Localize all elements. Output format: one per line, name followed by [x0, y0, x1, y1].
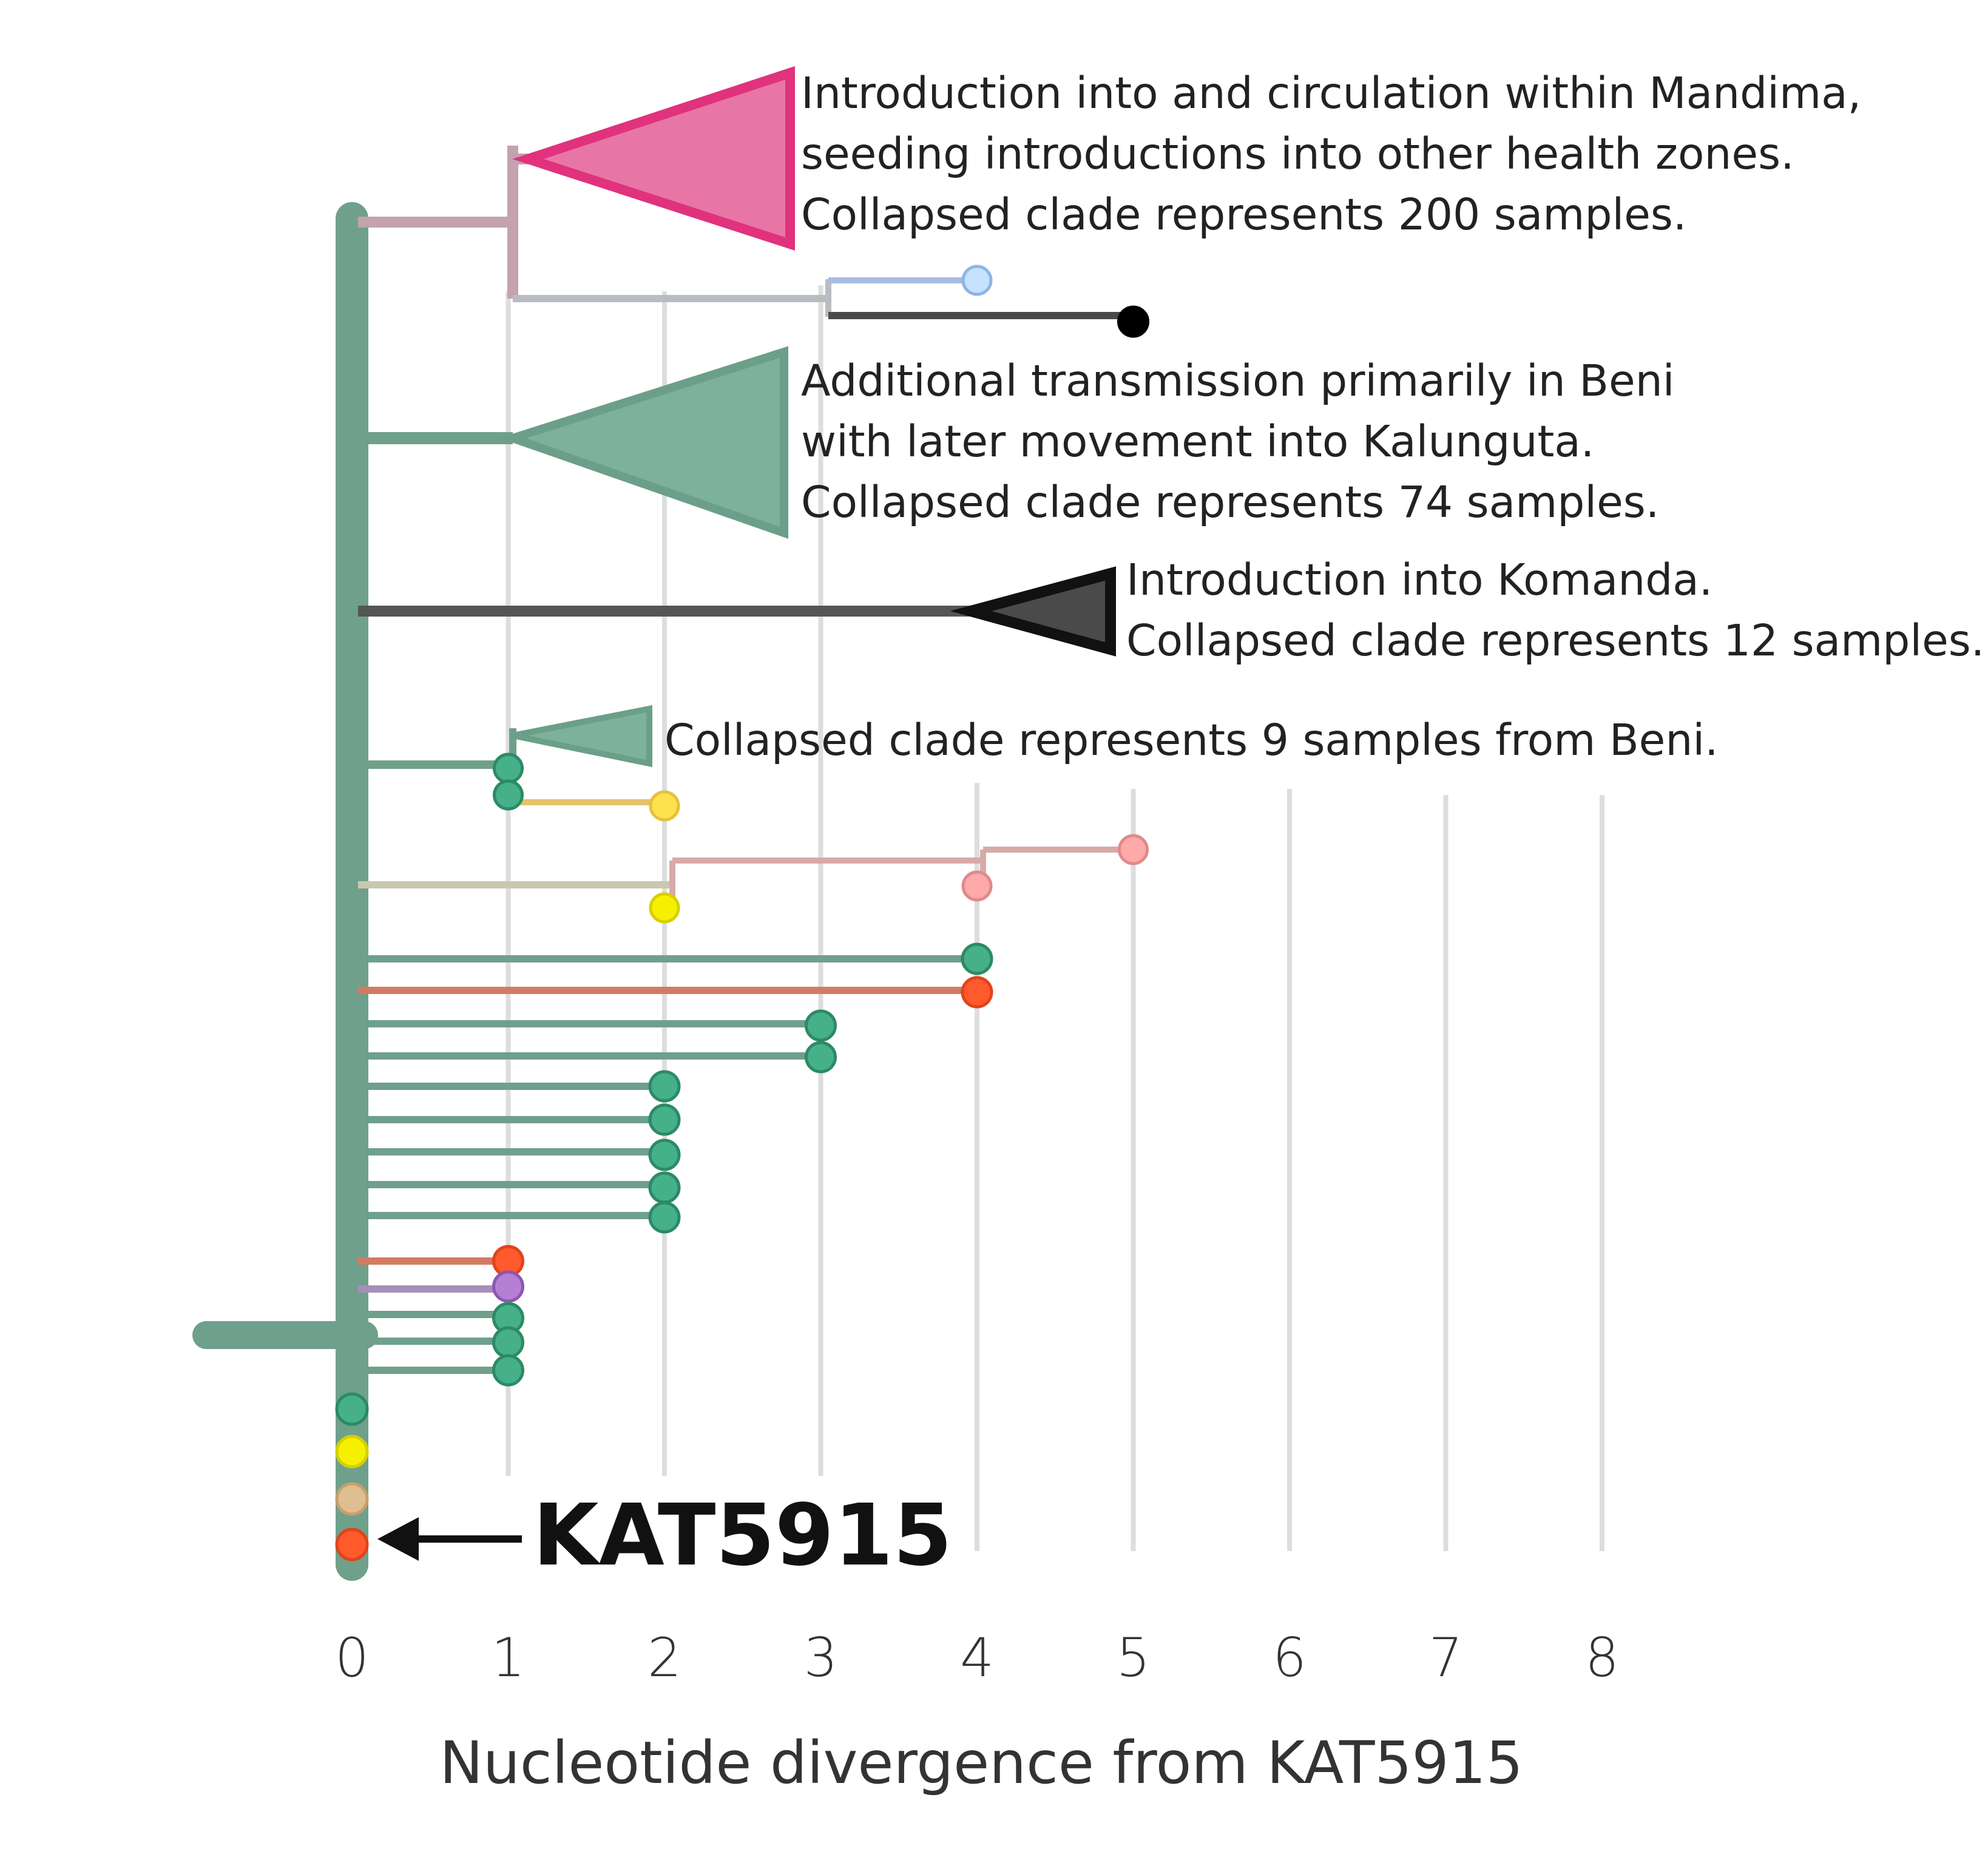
sample-tip	[1118, 834, 1149, 865]
focal-sample-label: KAT5915	[533, 1486, 952, 1585]
x-tick-label-6: 6	[1273, 1626, 1307, 1689]
left-arrow-icon	[377, 1517, 419, 1561]
beni-annotation-line-3: Collapsed clade represents 74 samples.	[801, 477, 1659, 527]
mandima-annotation-line-2: seeding introductions into other health …	[801, 129, 1794, 179]
sample-tip	[648, 1201, 681, 1234]
annotations: Introduction into and circulation within…	[664, 68, 1984, 765]
sample-tip	[492, 1270, 524, 1303]
sample-tip	[648, 1103, 681, 1136]
sample-tip	[492, 1326, 524, 1359]
mandima-clade	[358, 66, 1140, 319]
sample-tip	[961, 870, 993, 902]
sample-tip	[649, 892, 680, 924]
beni-annotation-line-1: Additional transmission primarily in Ben…	[801, 356, 1674, 406]
trunk	[192, 202, 378, 1581]
komanda-clade	[358, 566, 1116, 657]
sample-tip	[805, 1009, 837, 1042]
x-axis-label: Nucleotide divergence from KAT5915	[439, 1729, 1523, 1797]
tip-branches	[358, 955, 977, 1374]
focal-sample-callout: KAT5915	[377, 1486, 952, 1585]
mandima-collapsed-clade	[512, 66, 795, 251]
beni-annotation-line-2: with later movement into Kalunguta.	[801, 416, 1594, 467]
x-tick-label-1: 1	[492, 1626, 526, 1689]
sample-tip	[961, 265, 993, 296]
komanda-annotation-line-2: Collapsed clade represents 12 samples.	[1126, 615, 1984, 666]
sample-tip	[649, 790, 680, 822]
x-tick-label-3: 3	[804, 1626, 838, 1689]
komanda-annotation-line-1: Introduction into Komanda.	[1126, 555, 1712, 605]
sample-tip	[493, 779, 524, 811]
x-axis-ticks: 0 1 2 3 4 5 6 7 8	[335, 1626, 1619, 1689]
x-tick-label-8: 8	[1585, 1626, 1619, 1689]
mandima-annotation-line-1: Introduction into and circulation within…	[801, 68, 1861, 118]
sample-tip	[335, 1527, 369, 1561]
komanda-collapsed-clade	[950, 566, 1116, 657]
small-beni-collapsed-clade	[512, 705, 652, 768]
sample-tip	[335, 1392, 369, 1426]
sample-tip	[1117, 305, 1149, 338]
pink-subclade	[358, 847, 1141, 904]
sample-tip	[961, 942, 993, 975]
sample-tip	[961, 976, 993, 1009]
beni-collapsed-clade	[499, 346, 788, 539]
x-tick-label-4: 4	[960, 1626, 994, 1689]
small-beni-annotation: Collapsed clade represents 9 samples fro…	[664, 715, 1719, 765]
sample-tip	[648, 1171, 681, 1204]
sample-tip	[492, 1354, 524, 1387]
sample-tips	[335, 265, 1149, 1561]
sample-tip	[493, 753, 524, 784]
mandima-annotation-line-3: Collapsed clade represents 200 samples.	[801, 189, 1687, 240]
sample-tip	[335, 1482, 369, 1516]
x-tick-label-2: 2	[647, 1626, 681, 1689]
sample-tip	[648, 1138, 681, 1171]
x-tick-label-7: 7	[1429, 1626, 1463, 1689]
sample-tip	[335, 1435, 369, 1469]
beni-clade	[358, 346, 788, 539]
x-tick-label-0: 0	[335, 1626, 369, 1689]
sample-tip	[648, 1070, 681, 1103]
x-tick-label-5: 5	[1117, 1626, 1151, 1689]
sample-tip	[805, 1041, 837, 1074]
